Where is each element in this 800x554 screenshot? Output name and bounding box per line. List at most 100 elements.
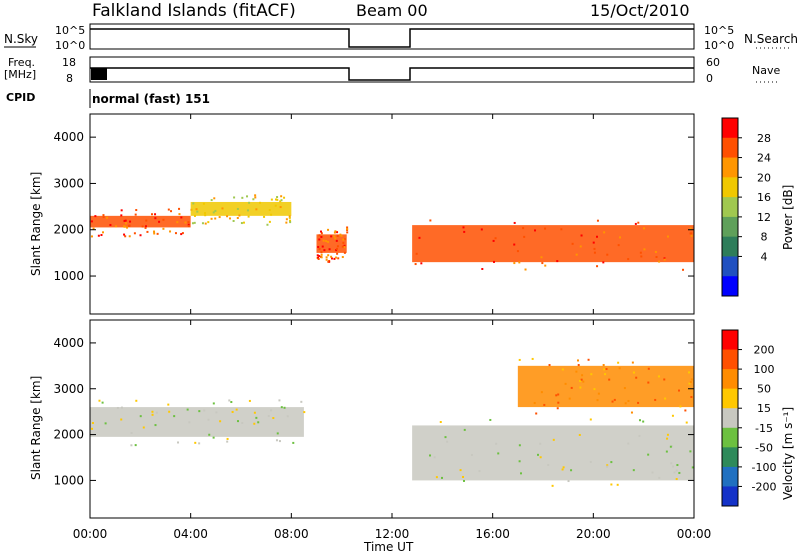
echo-pixel: [673, 471, 676, 474]
echo-pixel: [640, 255, 643, 258]
echo-pixel: [91, 422, 94, 425]
echo-pixel: [202, 202, 205, 205]
echo-pixel: [539, 442, 542, 445]
echo-pixel: [327, 260, 330, 263]
echo-pixel: [647, 453, 650, 456]
echo-pixel: [606, 253, 609, 256]
echo-pixel: [658, 476, 661, 479]
echo-pixel: [513, 243, 516, 246]
echo-pixel: [643, 227, 646, 230]
echo-pixel: [582, 380, 585, 383]
x-tick-label: 16:00: [475, 527, 510, 541]
echo-pixel: [579, 386, 582, 389]
echo-pixel: [638, 419, 641, 422]
echo-pixel: [531, 357, 534, 360]
echo-pixel: [203, 409, 206, 412]
echo-pixel: [555, 394, 558, 397]
echo-pixel: [144, 226, 147, 229]
echo-pixel: [146, 230, 149, 233]
echo-pixel: [524, 268, 527, 271]
echo-pixel: [544, 227, 547, 230]
echo-pixel: [154, 424, 157, 427]
echo-pixel: [151, 413, 154, 416]
echo-pixel: [608, 378, 611, 381]
echo-pixel: [213, 197, 216, 200]
echo-pixel: [643, 248, 646, 251]
velocity-yticks: 4000 3000 2000 1000: [53, 336, 694, 487]
echo-pixel: [333, 235, 336, 238]
echo-pixel: [580, 378, 583, 381]
y-tick-label: 1000: [53, 473, 84, 487]
echo-pixel: [133, 232, 136, 235]
echo-pixel: [109, 223, 112, 226]
echo-pixel: [494, 237, 497, 240]
echo-pixel: [150, 213, 153, 216]
echo-pixel: [156, 232, 159, 235]
echo-pixel: [631, 361, 634, 364]
echo-pixel: [128, 235, 131, 238]
echo-pixel: [346, 231, 349, 234]
echo-pixel: [98, 399, 101, 402]
echo-pixel: [463, 428, 466, 431]
echo-pixel: [320, 253, 323, 256]
echo-pixel: [602, 364, 605, 367]
echo-band: [90, 215, 191, 228]
echo-pixel: [236, 217, 239, 220]
x-axis-ticks: 00:00 04:00 08:00 12:00 16:00 20:00 00:00: [73, 114, 711, 541]
echo-pixel: [481, 267, 484, 270]
echo-pixel: [167, 403, 170, 406]
velocity-colorbar-label: Velocity [m s⁻¹]: [781, 407, 795, 500]
echo-pixel: [318, 234, 321, 237]
echo-pixel: [342, 241, 345, 244]
echo-pixel: [322, 239, 325, 242]
y-tick-label: 3000: [53, 382, 84, 396]
echo-pixel: [691, 466, 694, 469]
echo-pixel: [330, 257, 333, 260]
echo-pixel: [627, 399, 630, 402]
echo-pixel: [688, 371, 691, 374]
x-axis-label: Time UT: [363, 540, 414, 554]
echo-pixel: [267, 415, 270, 418]
echo-pixel: [129, 220, 132, 223]
echo-pixel: [173, 415, 176, 418]
echo-pixel: [654, 250, 657, 253]
echo-pixel: [90, 235, 93, 238]
power-echo-layer: [90, 194, 694, 271]
echo-pixel: [678, 471, 681, 474]
echo-pixel: [134, 444, 137, 447]
echo-pixel: [665, 450, 668, 453]
echo-pixel: [106, 216, 109, 219]
echo-pixel: [678, 389, 681, 392]
echo-pixel: [533, 402, 536, 405]
echo-pixel: [561, 368, 564, 371]
echo-pixel: [603, 368, 606, 371]
echo-pixel: [300, 400, 303, 403]
echo-pixel: [690, 232, 693, 235]
echo-pixel: [675, 478, 678, 481]
echo-pixel: [91, 427, 94, 430]
echo-pixel: [689, 381, 692, 384]
echo-pixel: [651, 471, 654, 474]
echo-pixel: [198, 442, 201, 445]
echo-pixel: [343, 246, 346, 249]
nsky-label: N.Sky: [4, 32, 38, 46]
echo-pixel: [228, 399, 231, 402]
echo-pixel: [219, 420, 222, 423]
echo-pixel: [204, 212, 207, 215]
echo-pixel: [248, 399, 251, 402]
nsky-panel: N.Sky 10^5 10^0 10^5 10^0 N.Search: [4, 23, 798, 52]
echo-pixel: [120, 418, 123, 421]
echo-pixel: [317, 256, 320, 259]
echo-pixel: [493, 260, 496, 263]
echo-pixel: [130, 431, 133, 434]
echo-pixel: [618, 367, 621, 370]
echo-pixel: [433, 456, 436, 459]
echo-pixel: [689, 450, 692, 453]
freq-label-2: [MHz]: [4, 68, 36, 81]
echo-pixel: [90, 220, 93, 223]
echo-pixel: [333, 231, 336, 234]
echo-pixel: [597, 392, 600, 395]
echo-pixel: [623, 387, 626, 390]
echo-pixel: [288, 216, 291, 219]
echo-pixel: [257, 421, 260, 424]
